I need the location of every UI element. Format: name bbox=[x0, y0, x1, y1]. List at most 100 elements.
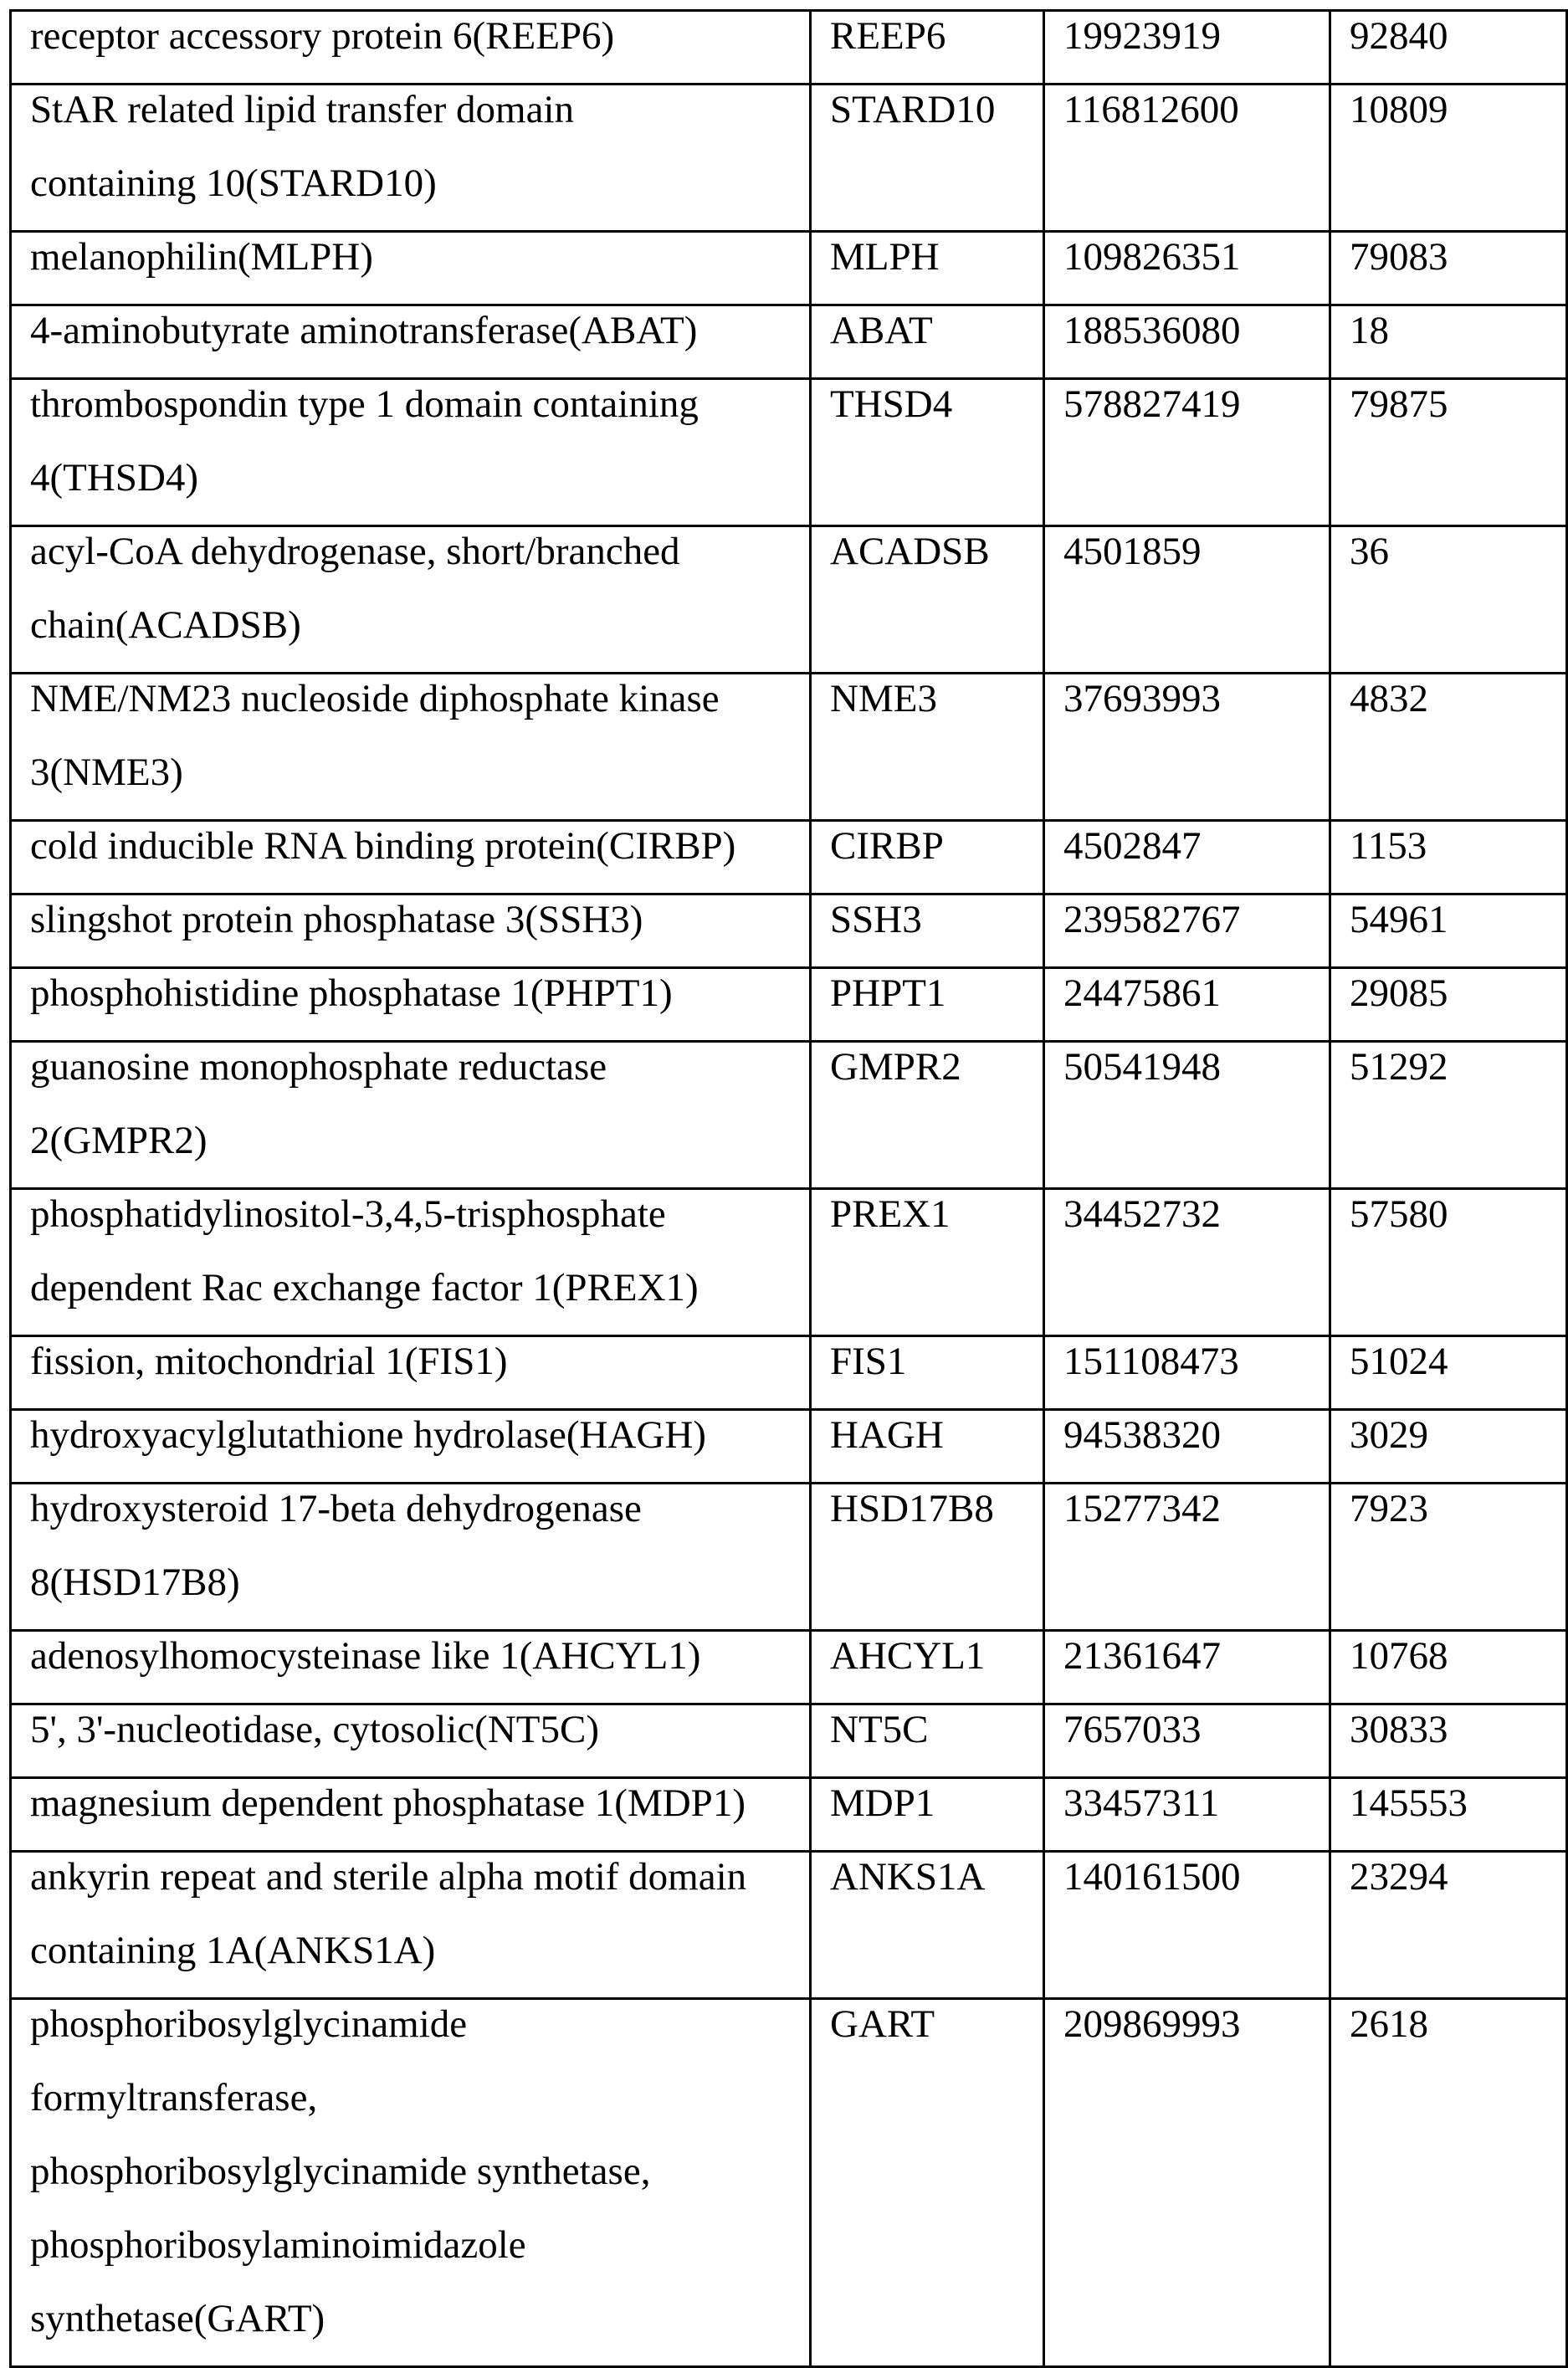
gi-number-cell-text: 24475861 bbox=[1063, 956, 1329, 1030]
gene-name-cell: thrombospondin type 1 domain containing … bbox=[11, 379, 811, 526]
gene-name-cell: phosphatidylinositol-3,4,5-trisphosphate… bbox=[11, 1189, 811, 1336]
table-row: hydroxysteroid 17-beta dehydrogenase 8(H… bbox=[11, 1484, 1567, 1631]
gene-id-cell: 7923 bbox=[1330, 1484, 1567, 1631]
gene-id-cell-text: 1153 bbox=[1350, 809, 1565, 883]
gene-name-cell-text: slingshot protein phosphatase 3(SSH3) bbox=[30, 883, 809, 956]
gi-number-cell: 50541948 bbox=[1044, 1042, 1330, 1189]
gene-name-cell: ankyrin repeat and sterile alpha motif d… bbox=[11, 1852, 811, 1999]
gene-symbol-cell-text: ANKS1A bbox=[830, 1840, 1043, 1914]
gene-id-cell: 4832 bbox=[1330, 674, 1567, 821]
gene-id-cell-text: 145553 bbox=[1350, 1766, 1565, 1840]
gene-name-cell-text: magnesium dependent phosphatase 1(MDP1) bbox=[30, 1766, 809, 1840]
gene-name-cell-text: melanophilin(MLPH) bbox=[30, 220, 809, 294]
gene-table-body: receptor accessory protein 6(REEP6)REEP6… bbox=[11, 11, 1567, 2367]
table-row: StAR related lipid transfer domain conta… bbox=[11, 85, 1567, 232]
gene-name-cell-text: phosphoribosylglycinamide formyltransfer… bbox=[30, 1987, 809, 2355]
gi-number-cell-text: 239582767 bbox=[1063, 883, 1329, 956]
gene-id-cell-text: 92840 bbox=[1350, 0, 1565, 73]
gi-number-cell-text: 50541948 bbox=[1063, 1030, 1329, 1104]
table-row: acyl-CoA dehydrogenase, short/branched c… bbox=[11, 526, 1567, 674]
gene-name-cell-text: adenosylhomocysteinase like 1(AHCYL1) bbox=[30, 1619, 809, 1693]
gene-symbol-cell-text: MDP1 bbox=[830, 1766, 1043, 1840]
gene-name-cell-text: receptor accessory protein 6(REEP6) bbox=[30, 0, 809, 73]
gene-name-cell: NME/NM23 nucleoside diphosphate kinase 3… bbox=[11, 674, 811, 821]
gene-id-cell-text: 79083 bbox=[1350, 220, 1565, 294]
gene-symbol-cell-text: THSD4 bbox=[830, 367, 1043, 441]
gene-id-cell: 51292 bbox=[1330, 1042, 1567, 1189]
gene-symbol-cell-text: ACADSB bbox=[830, 515, 1043, 588]
gene-id-cell-text: 10809 bbox=[1350, 73, 1565, 146]
gene-name-cell-text: guanosine monophosphate reductase 2(GMPR… bbox=[30, 1030, 809, 1177]
gi-number-cell-text: 578827419 bbox=[1063, 367, 1329, 441]
gi-number-cell-text: 15277342 bbox=[1063, 1472, 1329, 1545]
gene-symbol-cell: PREX1 bbox=[811, 1189, 1044, 1336]
gene-id-cell-text: 54961 bbox=[1350, 883, 1565, 956]
gene-symbol-cell: GMPR2 bbox=[811, 1042, 1044, 1189]
gi-number-cell-text: 4502847 bbox=[1063, 809, 1329, 883]
gene-name-cell: guanosine monophosphate reductase 2(GMPR… bbox=[11, 1042, 811, 1189]
gene-name-cell: acyl-CoA dehydrogenase, short/branched c… bbox=[11, 526, 811, 674]
gene-symbol-cell: HSD17B8 bbox=[811, 1484, 1044, 1631]
gene-symbol-cell: NME3 bbox=[811, 674, 1044, 821]
gene-id-cell-text: 10768 bbox=[1350, 1619, 1565, 1693]
gene-symbol-cell-text: AHCYL1 bbox=[830, 1619, 1043, 1693]
gene-symbol-cell: THSD4 bbox=[811, 379, 1044, 526]
gi-number-cell: 15277342 bbox=[1044, 1484, 1330, 1631]
gene-id-cell-text: 4832 bbox=[1350, 662, 1565, 736]
gene-id-cell-text: 7923 bbox=[1350, 1472, 1565, 1545]
gene-symbol-cell-text: REEP6 bbox=[830, 0, 1043, 73]
gene-name-cell-text: NME/NM23 nucleoside diphosphate kinase 3… bbox=[30, 662, 809, 809]
gi-number-cell-text: 209869993 bbox=[1063, 1987, 1329, 2061]
gi-number-cell-text: 140161500 bbox=[1063, 1840, 1329, 1914]
gene-name-cell-text: acyl-CoA dehydrogenase, short/branched c… bbox=[30, 515, 809, 662]
gene-symbol-cell-text: ABAT bbox=[830, 294, 1043, 367]
gene-name-cell-text: ankyrin repeat and sterile alpha motif d… bbox=[30, 1840, 809, 1987]
gi-number-cell-text: 116812600 bbox=[1063, 73, 1329, 146]
gi-number-cell-text: 21361647 bbox=[1063, 1619, 1329, 1693]
gene-name-cell-text: hydroxyacylglutathione hydrolase(HAGH) bbox=[30, 1398, 809, 1472]
gene-symbol-cell-text: SSH3 bbox=[830, 883, 1043, 956]
gi-number-cell-text: 4501859 bbox=[1063, 515, 1329, 588]
gi-number-cell-text: 34452732 bbox=[1063, 1177, 1329, 1251]
gene-symbol-cell-text: NME3 bbox=[830, 662, 1043, 736]
gene-id-cell-text: 3029 bbox=[1350, 1398, 1565, 1472]
gene-name-cell-text: phosphatidylinositol-3,4,5-trisphosphate… bbox=[30, 1177, 809, 1325]
gene-id-cell-text: 36 bbox=[1350, 515, 1565, 588]
gene-name-cell: hydroxysteroid 17-beta dehydrogenase 8(H… bbox=[11, 1484, 811, 1631]
gi-number-cell-text: 7657033 bbox=[1063, 1693, 1329, 1766]
gi-number-cell-text: 109826351 bbox=[1063, 220, 1329, 294]
gi-number-cell-text: 151108473 bbox=[1063, 1325, 1329, 1398]
gene-symbol-cell-text: STARD10 bbox=[830, 73, 1043, 146]
table-row: NME/NM23 nucleoside diphosphate kinase 3… bbox=[11, 674, 1567, 821]
gene-id-cell-text: 23294 bbox=[1350, 1840, 1565, 1914]
gene-symbol-cell-text: NT5C bbox=[830, 1693, 1043, 1766]
gi-number-cell: 34452732 bbox=[1044, 1189, 1330, 1336]
gene-symbol-cell-text: CIRBP bbox=[830, 809, 1043, 883]
gene-symbol-cell: ACADSB bbox=[811, 526, 1044, 674]
gi-number-cell: 37693993 bbox=[1044, 674, 1330, 821]
gene-id-cell-text: 79875 bbox=[1350, 367, 1565, 441]
gene-symbol-cell-text: MLPH bbox=[830, 220, 1043, 294]
gi-number-cell: 140161500 bbox=[1044, 1852, 1330, 1999]
table-row: phosphatidylinositol-3,4,5-trisphosphate… bbox=[11, 1189, 1567, 1336]
gene-id-cell: 36 bbox=[1330, 526, 1567, 674]
gi-number-cell-text: 33457311 bbox=[1063, 1766, 1329, 1840]
gene-symbol-cell: STARD10 bbox=[811, 85, 1044, 232]
gi-number-cell: 578827419 bbox=[1044, 379, 1330, 526]
gene-name-cell: phosphoribosylglycinamide formyltransfer… bbox=[11, 1999, 811, 2367]
gi-number-cell-text: 19923919 bbox=[1063, 0, 1329, 73]
gene-id-cell-text: 57580 bbox=[1350, 1177, 1565, 1251]
gene-symbol-cell: GART bbox=[811, 1999, 1044, 2367]
gene-table: receptor accessory protein 6(REEP6)REEP6… bbox=[9, 9, 1568, 2368]
gi-number-cell: 209869993 bbox=[1044, 1999, 1330, 2367]
gene-id-cell-text: 30833 bbox=[1350, 1693, 1565, 1766]
gene-id-cell-text: 29085 bbox=[1350, 956, 1565, 1030]
gene-id-cell: 23294 bbox=[1330, 1852, 1567, 1999]
table-row: guanosine monophosphate reductase 2(GMPR… bbox=[11, 1042, 1567, 1189]
gene-name-cell-text: thrombospondin type 1 domain containing … bbox=[30, 367, 809, 515]
table-row: ankyrin repeat and sterile alpha motif d… bbox=[11, 1852, 1567, 1999]
gene-name-cell-text: StAR related lipid transfer domain conta… bbox=[30, 73, 809, 220]
gene-id-cell: 79875 bbox=[1330, 379, 1567, 526]
gene-name-cell-text: cold inducible RNA binding protein(CIRBP… bbox=[30, 809, 809, 883]
gi-number-cell-text: 37693993 bbox=[1063, 662, 1329, 736]
